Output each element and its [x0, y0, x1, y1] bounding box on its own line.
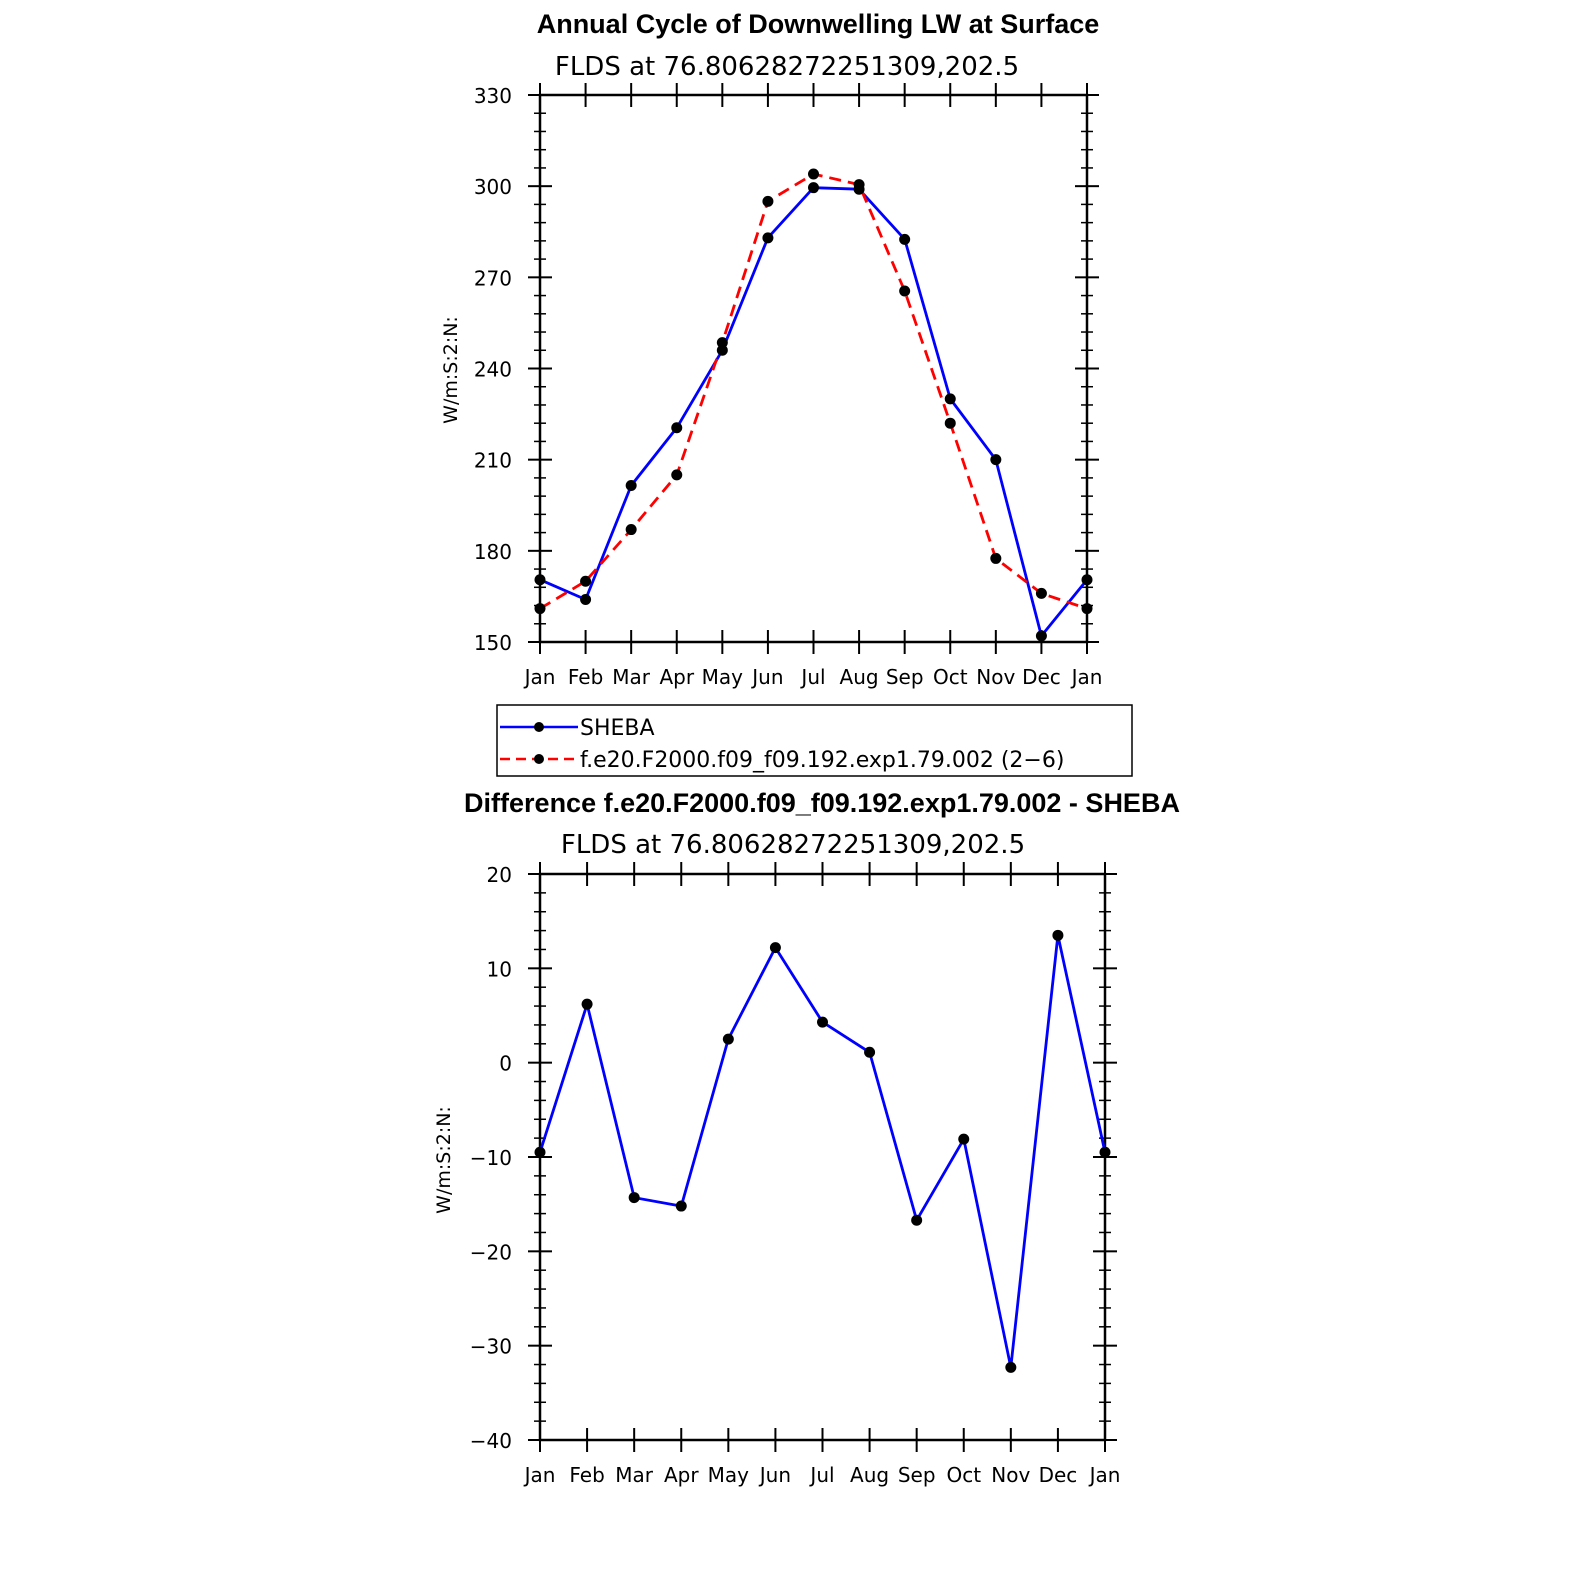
chart2-ytick-label: −20 [470, 1240, 512, 1264]
chart1-xtick-label: Jul [799, 665, 825, 689]
chart1-series-0-point [808, 182, 819, 194]
chart1-series-1-point [853, 179, 865, 191]
chart2-xtick-label: Dec [1039, 1463, 1078, 1487]
legend-marker-sheba [534, 722, 544, 732]
chart1-xtick-label: Apr [659, 665, 694, 689]
chart1-xtick-label: Jun [750, 665, 783, 689]
chart2-series-0-point [1099, 1146, 1111, 1158]
chart2-series-0-point [1052, 929, 1064, 941]
chart2-series-0-point [675, 1200, 687, 1212]
chart2-ylabel: W/m:S:2:N: [433, 1106, 455, 1214]
chart2-subtitle: FLDS at 76.80628272251309,202.5 [561, 830, 1025, 860]
chart2-xtick-label: Jul [808, 1463, 834, 1487]
chart1-ytick-label: 180 [474, 540, 512, 564]
chart1-xtick-label: Aug [840, 665, 879, 689]
chart2-xtick-label: Aug [850, 1463, 889, 1487]
chart1-xtick-label: Jan [523, 665, 556, 689]
chart2-ytick-label: −10 [470, 1146, 512, 1170]
chart2-ytick-label: 20 [487, 863, 512, 887]
chart2-series-0-point [581, 998, 593, 1010]
chart1-xtick-label: Sep [886, 665, 924, 689]
chart2-series-0-point [722, 1033, 734, 1045]
chart2-series-0-point [817, 1016, 828, 1028]
chart1-series-1-point [944, 417, 956, 429]
chart2-xtick-label: Nov [991, 1463, 1030, 1487]
chart1-series-0-point [625, 479, 637, 491]
chart1-ylabel: W/m:S:2:N: [440, 316, 462, 424]
legend: SHEBA f.e20.F2000.f09_f09.192.exp1.79.00… [496, 704, 1133, 777]
chart2-xtick-label: Oct [946, 1463, 981, 1487]
chart2-xtick-label: Jan [523, 1463, 556, 1487]
chart2-series-0-point [911, 1214, 923, 1226]
chart2-ytick-label: −40 [470, 1429, 512, 1453]
chart1-xtick-label: May [702, 665, 744, 689]
chart1-xtick-label: Mar [612, 665, 651, 689]
chart1-ytick-label: 240 [474, 358, 512, 382]
chart1-subtitle: FLDS at 76.80628272251309,202.5 [555, 52, 1019, 82]
chart1-xtick-label: Feb [568, 665, 603, 689]
chart1-series-1-point [716, 337, 728, 349]
chart2-xtick-label: May [708, 1463, 750, 1487]
chart2-series-0-point [1005, 1361, 1017, 1373]
chart2-ytick-label: −30 [470, 1335, 512, 1359]
chart1-series-0-point [580, 593, 592, 605]
chart1-series-1-point [534, 603, 546, 615]
chart1-title: Annual Cycle of Downwelling LW at Surfac… [537, 9, 1100, 39]
legend-label-model: f.e20.F2000.f09_f09.192.exp1.79.002 (2−6… [580, 748, 1064, 773]
chart1-series-1-line [539, 172, 1088, 610]
chart1-ytick-label: 300 [474, 175, 512, 199]
chart1-series-0-point [990, 454, 1002, 466]
chart1-series-0-point [762, 232, 774, 244]
chart2-title: Difference f.e20.F2000.f09_f09.192.exp1.… [464, 788, 1180, 818]
chart2-xtick-label: Sep [898, 1463, 936, 1487]
chart1-series-1-point [990, 552, 1002, 564]
chart2-series-0-point [769, 942, 781, 954]
chart1-xtick-label: Oct [933, 665, 968, 689]
chart1-ytick-label: 210 [474, 449, 512, 473]
chart2-xtick-label: Mar [615, 1463, 654, 1487]
chart1-series-0-point [671, 422, 683, 434]
chart1-series-1-point [580, 575, 592, 587]
chart1-series-0-point [1035, 630, 1047, 642]
chart1-series-0-point [534, 574, 546, 586]
chart1-series-1-point [671, 469, 683, 481]
chart1-xtick-label: Jan [1070, 665, 1103, 689]
chart2-series-0-point [864, 1046, 876, 1058]
chart1-series-0-point [716, 344, 728, 356]
chart1-ytick-label: 330 [474, 84, 512, 108]
chart1-series-0-point [1081, 574, 1093, 586]
chart1-xtick-label: Nov [976, 665, 1015, 689]
legend-box [496, 704, 1133, 777]
chart2-ytick-label: 10 [487, 957, 512, 981]
chart2-series-0-point [958, 1133, 970, 1145]
chart2-xtick-label: Apr [664, 1463, 699, 1487]
chart2-series-0-point [534, 1146, 546, 1158]
chart2-xtick-label: Jun [758, 1463, 791, 1487]
chart2-series-0-point [628, 1192, 640, 1204]
chart1-xtick-label: Dec [1022, 665, 1061, 689]
chart2-series-0-line [538, 933, 1107, 1369]
chart2-xtick-label: Feb [569, 1463, 604, 1487]
chart2-xtick-label: Jan [1088, 1463, 1121, 1487]
chart1-series-0-line [539, 186, 1089, 638]
chart1-series-1-point [808, 168, 819, 180]
chart1-ytick-label: 150 [474, 631, 512, 655]
chart1-ytick-label: 270 [474, 266, 512, 290]
chart1-series-0-point [944, 393, 956, 405]
legend-label-sheba: SHEBA [580, 716, 655, 741]
chart1-series-1-point [1035, 587, 1047, 599]
chart1-series-1-point [762, 195, 774, 207]
chart1-plot: 150 180 210 240 270 300 330 Jan Feb Mar Apr May Jun J… [474, 83, 1103, 689]
legend-marker-model [534, 754, 544, 764]
chart2-ytick-label: 0 [499, 1052, 512, 1076]
chart1-series-1-point [625, 524, 637, 536]
chart1-series-0-point [899, 233, 911, 245]
chart2-plot: −40 −30 −20 −10 0 10 20 Jan Feb Mar Apr May Jun Jul Au… [470, 862, 1121, 1487]
chart1-series-1-point [1081, 603, 1093, 615]
chart1-series-1-point [899, 285, 911, 297]
